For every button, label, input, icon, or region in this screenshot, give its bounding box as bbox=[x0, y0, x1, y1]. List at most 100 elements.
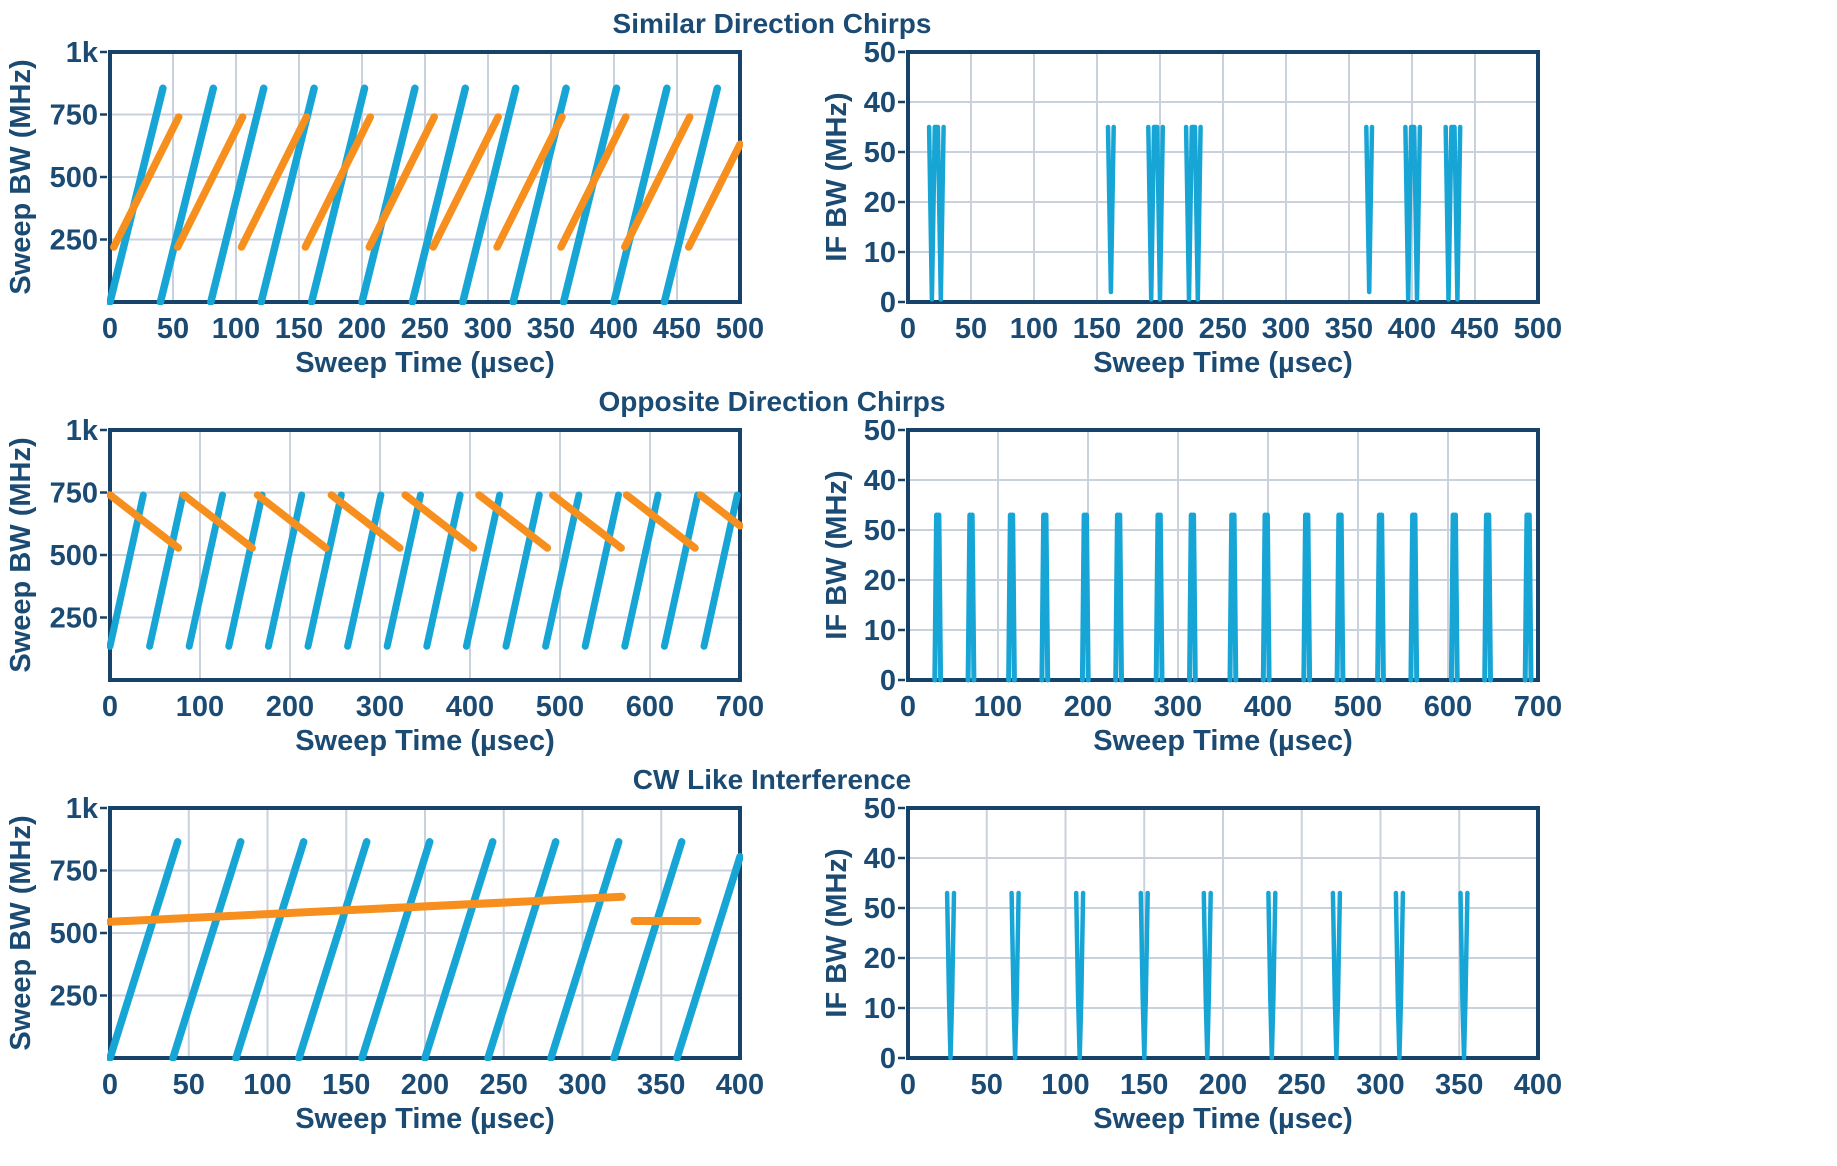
victim-chirps-line bbox=[307, 84, 369, 305]
victim-chirps-line bbox=[423, 491, 464, 650]
x-axis-label: Sweep Time (µsec) bbox=[295, 1103, 555, 1135]
x-tick-label: 400 bbox=[446, 691, 494, 723]
victim-chirps-line bbox=[304, 491, 345, 650]
victim-chirps-line bbox=[547, 838, 623, 1061]
y-tick-label: 50 bbox=[864, 515, 896, 547]
x-tick-label: 150 bbox=[322, 1069, 370, 1101]
plot-border bbox=[906, 806, 1540, 1060]
victim-chirps-line bbox=[542, 491, 583, 650]
sweep-bw-chart-cw: 250 500 750 1k 0 50 100 150 200 250 300 350 400 Sweep… bbox=[5, 793, 764, 1135]
if-bw-chart-cw: 0 10 20 50 40 50 0 50 100 150 200 250 300 350 400 Sweep… bbox=[821, 793, 1562, 1135]
x-tick-label: 0 bbox=[900, 313, 916, 345]
radar-interference-chirp-figure: Similar Direction Chirps 250 500 750 1k 0 50 1… bbox=[0, 8, 1562, 1136]
x-tick-label: 250 bbox=[480, 1069, 528, 1101]
victim-chirps-line bbox=[344, 491, 385, 650]
x-axis-label: Sweep Time (µsec) bbox=[295, 725, 555, 757]
y-axis-label: IF BW (MHz) bbox=[821, 92, 853, 261]
interference-chirps-line bbox=[557, 113, 630, 251]
if-beat-events-line bbox=[1301, 512, 1313, 683]
x-tick-label: 200 bbox=[1064, 691, 1112, 723]
interference-chirps-line bbox=[622, 491, 699, 552]
y-tick-label: 250 bbox=[50, 603, 98, 635]
x-tick-label: 700 bbox=[716, 691, 764, 723]
victim-chirps-line bbox=[358, 838, 434, 1061]
x-tick-label: 350 bbox=[1435, 1069, 1483, 1101]
y-tick-label: 1k bbox=[66, 37, 99, 69]
interference-chirps-line bbox=[549, 491, 625, 552]
x-tick-label: 150 bbox=[275, 313, 323, 345]
if-beat-events-line bbox=[1079, 512, 1091, 683]
y-tick-label: 0 bbox=[880, 287, 896, 319]
x-tick-label: 400 bbox=[716, 1069, 764, 1101]
victim-chirps-line bbox=[358, 84, 419, 305]
victim-chirps-line bbox=[462, 491, 504, 650]
victim-chirps-line bbox=[169, 838, 245, 1061]
x-tick-label: 400 bbox=[1514, 1069, 1562, 1101]
victim-chirps-line bbox=[484, 838, 560, 1061]
y-tick-label: 10 bbox=[864, 237, 896, 269]
if-beat-events-line bbox=[1375, 512, 1386, 683]
x-tick-label: 400 bbox=[590, 313, 638, 345]
x-tick-label: 400 bbox=[1388, 313, 1436, 345]
if-beat-events-line bbox=[1039, 512, 1051, 683]
if-beat-events-line bbox=[1183, 124, 1203, 302]
if-beat-events-line bbox=[965, 512, 977, 683]
victim-chirps-line bbox=[295, 838, 371, 1061]
victim-chirps-line bbox=[673, 853, 743, 1061]
victim-chirps-line bbox=[660, 491, 702, 650]
interference-chirps-line bbox=[301, 113, 375, 251]
if-beat-events-line bbox=[1522, 512, 1534, 683]
interference-chirps-line bbox=[684, 140, 743, 251]
y-axis-label: Sweep BW (MHz) bbox=[5, 59, 37, 294]
if-beat-events-line bbox=[1364, 124, 1375, 295]
if-beat-events-line bbox=[1153, 512, 1165, 683]
if-beat-events-line bbox=[1146, 124, 1166, 302]
x-axis-label: Sweep Time (µsec) bbox=[1093, 347, 1353, 379]
y-tick-label: 500 bbox=[50, 540, 98, 572]
x-tick-label: 150 bbox=[1120, 1069, 1168, 1101]
y-axis-label: IF BW (MHz) bbox=[821, 470, 853, 639]
plot-border bbox=[906, 428, 1540, 682]
x-tick-label: 0 bbox=[900, 1069, 916, 1101]
if-beat-events-line bbox=[932, 512, 944, 683]
x-axis-label: Sweep Time (µsec) bbox=[1093, 1103, 1353, 1135]
interference-chirps-line bbox=[253, 491, 330, 552]
y-axis-label: Sweep BW (MHz) bbox=[5, 437, 37, 672]
x-tick-label: 700 bbox=[1514, 691, 1562, 723]
row-similar-direction-chirps: Similar Direction Chirps 250 500 750 1k 0 50 1… bbox=[0, 8, 1562, 380]
series-group bbox=[932, 512, 1534, 683]
x-tick-label: 200 bbox=[338, 313, 386, 345]
y-tick-label: 40 bbox=[864, 465, 896, 497]
x-tick-label: 50 bbox=[173, 1069, 205, 1101]
y-tick-label: 20 bbox=[864, 565, 896, 597]
x-tick-label: 300 bbox=[1262, 313, 1310, 345]
interference-chirps-line bbox=[401, 491, 478, 552]
y-tick-label: 50 bbox=[864, 137, 896, 169]
x-tick-label: 200 bbox=[1199, 1069, 1247, 1101]
x-tick-label: 600 bbox=[626, 691, 674, 723]
series-group bbox=[107, 84, 743, 305]
x-tick-label: 300 bbox=[1356, 1069, 1404, 1101]
x-tick-label: 50 bbox=[955, 313, 987, 345]
row-opposite-direction-chirps: Opposite Direction Chirps 250 500 750 1k 0 10… bbox=[0, 386, 1562, 758]
interference-cw-line bbox=[107, 892, 626, 926]
sweep-bw-chart-similar: 250 500 750 1k 0 50 100 150 200 250 300 350 400 450 50… bbox=[5, 37, 764, 379]
row-title: Opposite Direction Chirps bbox=[598, 386, 946, 417]
victim-chirps-line bbox=[408, 84, 470, 305]
x-tick-label: 350 bbox=[527, 313, 575, 345]
interference-chirps-line bbox=[696, 491, 743, 530]
x-tick-label: 50 bbox=[157, 313, 189, 345]
plot-border bbox=[108, 50, 742, 304]
victim-chirps-line bbox=[610, 84, 671, 305]
x-tick-label: 100 bbox=[176, 691, 224, 723]
y-tick-label: 500 bbox=[50, 162, 98, 194]
row-cw-like-interference: CW Like Interference 250 500 750 1k 0 50 100 15… bbox=[0, 764, 1562, 1136]
victim-chirps-line bbox=[107, 838, 182, 1061]
x-tick-label: 250 bbox=[1199, 313, 1247, 345]
x-axis-label: Sweep Time (µsec) bbox=[295, 347, 555, 379]
y-axis-label: IF BW (MHz) bbox=[821, 848, 853, 1017]
x-tick-label: 300 bbox=[464, 313, 512, 345]
series-group bbox=[107, 838, 743, 1061]
interference-chirps-line bbox=[621, 113, 694, 251]
